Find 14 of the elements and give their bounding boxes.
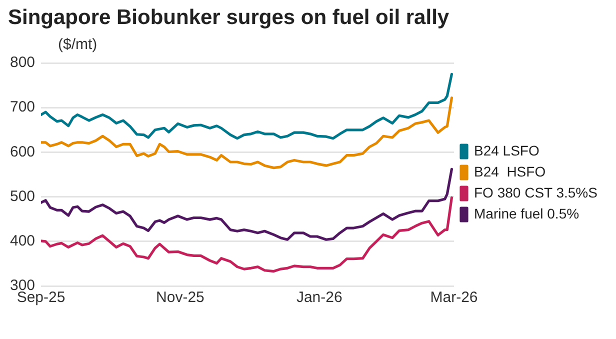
legend-label: Marine fuel 0.5% xyxy=(474,205,580,222)
x-tick-label: Mar-26 xyxy=(430,289,478,306)
y-axis-title: ($/mt) xyxy=(58,36,98,53)
y-tick-label: 400 xyxy=(10,232,36,250)
x-tick-label: Nov-25 xyxy=(156,289,204,306)
legend-label: FO 380 CST 3.5%S xyxy=(474,184,598,200)
legend-label: B24 HSFO xyxy=(474,163,546,180)
chart-title: Singapore Biobunker surges on fuel oil rally xyxy=(8,6,450,30)
legend-label: B24 LSFO xyxy=(474,142,540,158)
y-tick-label: 600 xyxy=(10,143,36,160)
x-tick-label: Jan-26 xyxy=(296,289,342,306)
y-tick-label: 500 xyxy=(10,188,36,205)
y-tick-label: 700 xyxy=(10,98,36,116)
y-tick-label: 800 xyxy=(10,54,36,72)
